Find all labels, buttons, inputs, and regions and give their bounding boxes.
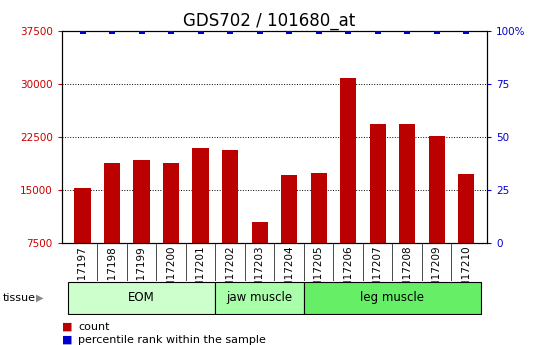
Bar xyxy=(222,150,238,296)
Bar xyxy=(74,188,90,296)
Text: ▶: ▶ xyxy=(36,293,44,303)
Bar xyxy=(163,162,179,296)
Bar xyxy=(251,222,268,296)
Text: GSM17210: GSM17210 xyxy=(461,246,471,303)
Bar xyxy=(104,163,120,296)
Text: GSM17205: GSM17205 xyxy=(314,246,324,303)
Text: percentile rank within the sample: percentile rank within the sample xyxy=(78,335,266,345)
Text: EOM: EOM xyxy=(128,292,155,304)
Bar xyxy=(281,175,298,296)
Text: GSM17208: GSM17208 xyxy=(402,246,412,303)
Text: GSM17206: GSM17206 xyxy=(343,246,353,303)
Text: tissue: tissue xyxy=(3,293,36,303)
FancyBboxPatch shape xyxy=(68,282,215,314)
Bar xyxy=(340,78,356,296)
Text: GDS702 / 101680_at: GDS702 / 101680_at xyxy=(183,12,355,30)
Text: GSM17207: GSM17207 xyxy=(373,246,383,303)
Text: GSM17204: GSM17204 xyxy=(284,246,294,303)
Text: GSM17199: GSM17199 xyxy=(137,246,146,303)
Bar xyxy=(399,125,415,296)
Text: jaw muscle: jaw muscle xyxy=(226,292,293,304)
Bar xyxy=(370,125,386,296)
Text: ■: ■ xyxy=(62,335,73,345)
Text: GSM17202: GSM17202 xyxy=(225,246,235,303)
Bar xyxy=(429,136,445,296)
Text: GSM17203: GSM17203 xyxy=(254,246,265,303)
Text: GSM17209: GSM17209 xyxy=(431,246,442,303)
Text: leg muscle: leg muscle xyxy=(360,292,424,304)
Text: GSM17197: GSM17197 xyxy=(77,246,88,303)
Text: ■: ■ xyxy=(62,322,73,332)
Bar xyxy=(310,172,327,296)
Bar xyxy=(133,160,150,296)
FancyBboxPatch shape xyxy=(304,282,481,314)
Text: count: count xyxy=(78,322,110,332)
Bar xyxy=(193,148,209,296)
Text: GSM17201: GSM17201 xyxy=(196,246,206,303)
Text: GSM17198: GSM17198 xyxy=(107,246,117,303)
Bar xyxy=(458,174,475,296)
Text: GSM17200: GSM17200 xyxy=(166,246,176,302)
FancyBboxPatch shape xyxy=(215,282,304,314)
